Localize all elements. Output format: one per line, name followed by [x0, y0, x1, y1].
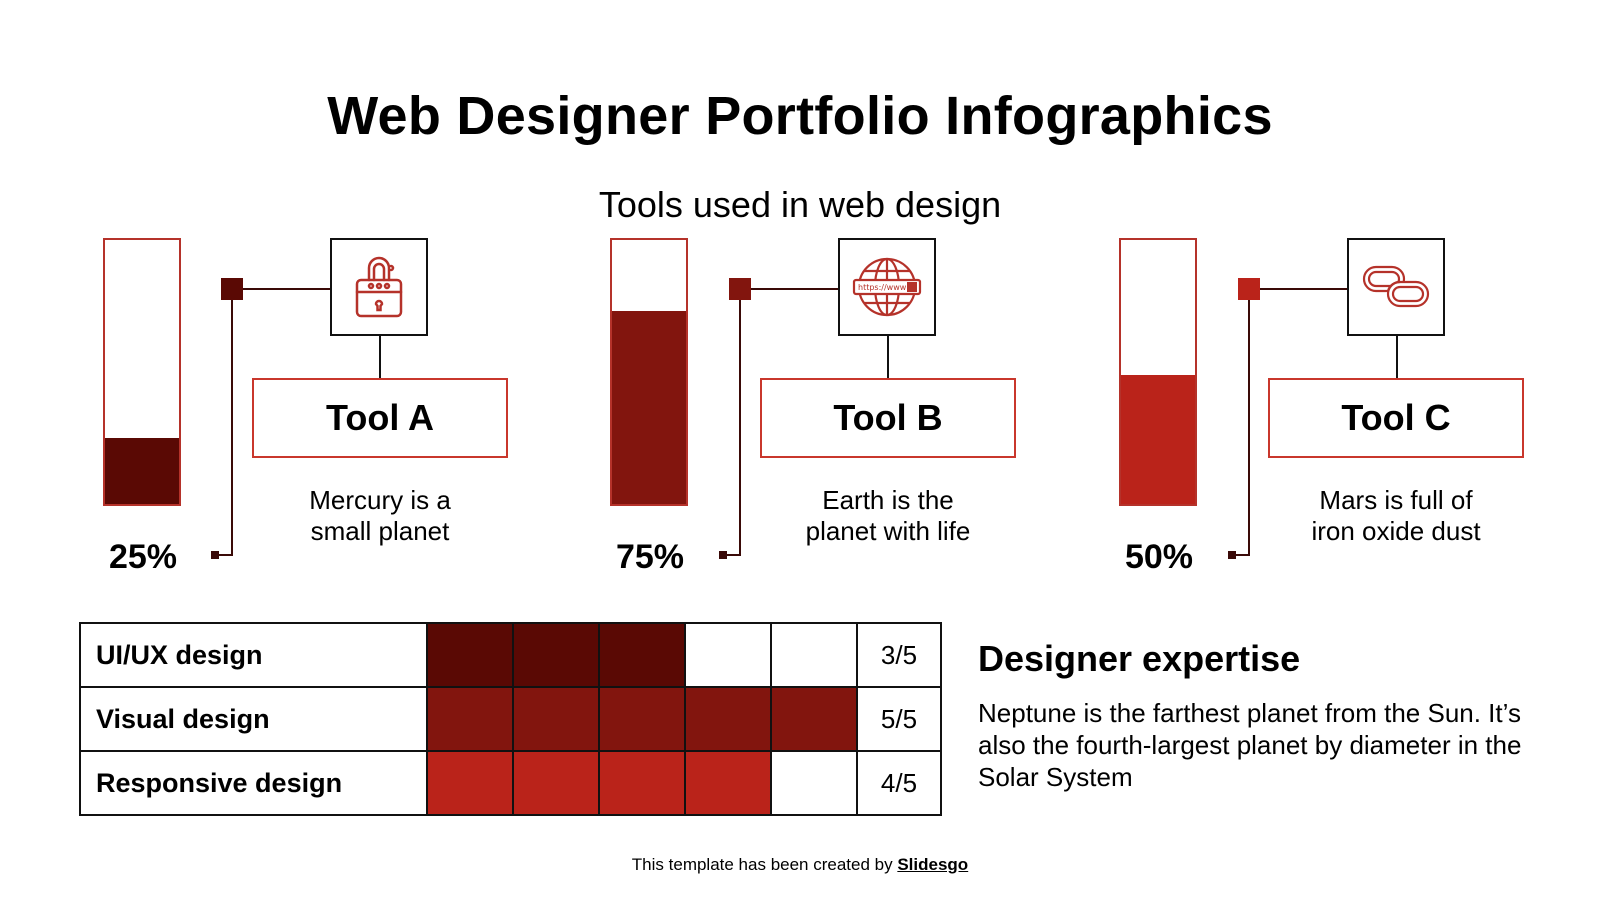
- connector-line: [1396, 336, 1398, 378]
- tool-a-label-box: Tool A: [252, 378, 508, 458]
- tool-b-description: Earth is the planet with life: [760, 485, 1016, 547]
- tool-a-progress-bar: [103, 238, 181, 506]
- tool-c-progress-bar: [1119, 238, 1197, 506]
- rating-cell-filled: [770, 686, 858, 752]
- tool-a-description-line: Mercury is a: [309, 485, 451, 515]
- rating-cell-filled: [512, 750, 600, 816]
- table-row: UI/UX design 3/5: [79, 622, 942, 688]
- skill-score: 4/5: [856, 750, 942, 816]
- rating-cell-filled: [598, 750, 686, 816]
- connector-line: [243, 288, 331, 290]
- tool-b-description-line: planet with life: [805, 516, 971, 546]
- tool-b-label-box: Tool B: [760, 378, 1016, 458]
- rating-cell-filled: [684, 750, 772, 816]
- connector-square: [729, 278, 751, 300]
- tool-c-label-box: Tool C: [1268, 378, 1524, 458]
- tool-a-description: Mercury is a small planet: [252, 485, 508, 547]
- tool-c-percent: 50%: [1124, 538, 1194, 576]
- rating-cell-empty: [684, 622, 772, 688]
- tool-b-progress-fill: [612, 311, 686, 504]
- connector-line: [231, 300, 233, 556]
- table-row: Visual design 5/5: [79, 686, 942, 752]
- padlock-icon: [355, 256, 403, 318]
- rating-cell-filled: [426, 750, 514, 816]
- connector-square: [221, 278, 243, 300]
- connector-line: [1260, 288, 1348, 290]
- slidesgo-link[interactable]: Slidesgo: [897, 855, 969, 874]
- connector-square: [1238, 278, 1260, 300]
- tool-c-description-line: Mars is full of: [1319, 485, 1473, 515]
- skill-label: Visual design: [79, 686, 428, 752]
- connector-line: [887, 336, 889, 378]
- expertise-title: Designer expertise: [978, 638, 1301, 679]
- connector-line: [723, 554, 741, 556]
- rating-cell-filled: [598, 686, 686, 752]
- rating-cell-filled: [512, 686, 600, 752]
- skill-score: 5/5: [856, 686, 942, 752]
- tool-b-icon-box: https://www: [838, 238, 936, 336]
- tool-a-description-line: small planet: [310, 516, 450, 546]
- page-title: Web Designer Portfolio Infographics: [327, 86, 1273, 146]
- connector-line: [1232, 554, 1250, 556]
- skill-label: Responsive design: [79, 750, 428, 816]
- tool-c-icon-box: [1347, 238, 1445, 336]
- tool-b-description-line: Earth is the: [822, 485, 954, 515]
- rating-cell-empty: [770, 750, 858, 816]
- footer-credit: This template has been created by Slides…: [0, 855, 1600, 875]
- tool-c-progress-fill: [1121, 374, 1195, 504]
- tool-a-percent: 25%: [108, 538, 178, 576]
- connector-line: [379, 336, 381, 378]
- rating-cell-filled: [598, 622, 686, 688]
- section-subtitle: Tools used in web design: [598, 184, 1002, 225]
- connector-end-square: [1228, 551, 1236, 559]
- connector-line: [215, 554, 233, 556]
- connector-end-square: [211, 551, 219, 559]
- tool-c-description: Mars is full of iron oxide dust: [1268, 485, 1524, 547]
- table-row: Responsive design 4/5: [79, 750, 942, 816]
- skill-score: 3/5: [856, 622, 942, 688]
- tool-a-icon-box: [330, 238, 428, 336]
- tool-a-progress-fill: [105, 438, 179, 504]
- connector-line: [739, 300, 741, 556]
- footer-text: This template has been created by: [631, 855, 898, 874]
- skill-label: UI/UX design: [79, 622, 428, 688]
- expertise-table: UI/UX design 3/5 Visual design 5/5 Respo…: [79, 622, 942, 816]
- connector-end-square: [719, 551, 727, 559]
- connector-line: [1248, 300, 1250, 556]
- tool-b-percent: 75%: [615, 538, 685, 576]
- svg-text:https://www: https://www: [858, 283, 907, 292]
- globe-https-icon: https://www: [852, 257, 922, 317]
- expertise-description: Neptune is the farthest planet from the …: [978, 698, 1522, 792]
- connector-line: [751, 288, 839, 290]
- rating-cell-filled: [512, 622, 600, 688]
- chain-link-icon: [1362, 265, 1430, 308]
- rating-cell-empty: [770, 622, 858, 688]
- tool-c-description-line: iron oxide dust: [1311, 516, 1481, 546]
- rating-cell-filled: [426, 622, 514, 688]
- rating-cell-filled: [684, 686, 772, 752]
- rating-cell-filled: [426, 686, 514, 752]
- tool-b-progress-bar: [610, 238, 688, 506]
